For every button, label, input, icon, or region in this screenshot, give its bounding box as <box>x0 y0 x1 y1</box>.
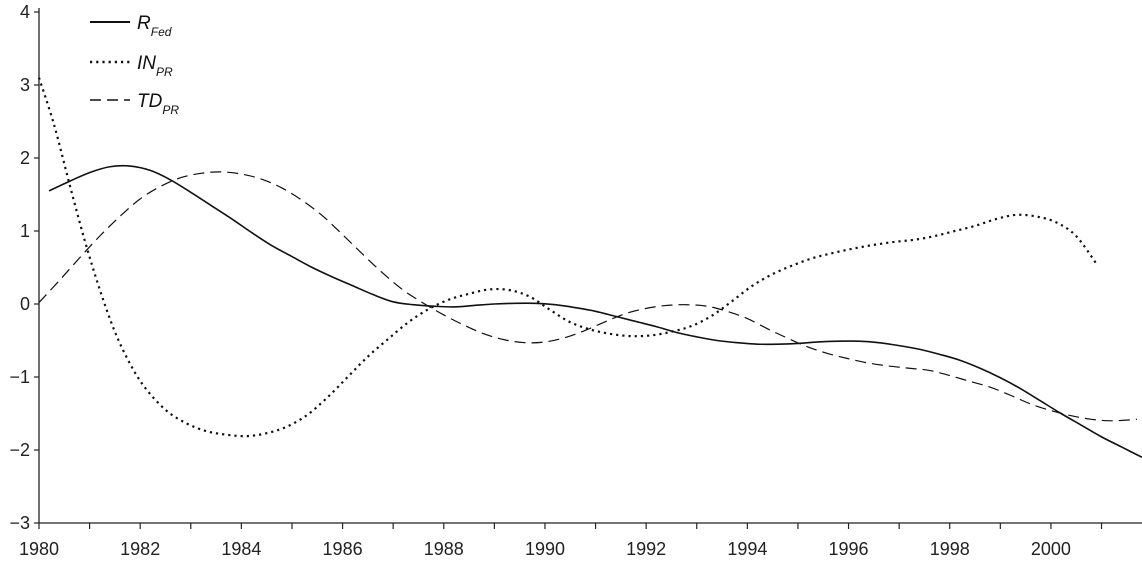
y-tick-label: −3 <box>9 513 30 533</box>
x-tick-label: 1992 <box>626 539 666 559</box>
series-line-in-pr <box>37 77 1098 438</box>
series-line-td-pr <box>38 171 1137 422</box>
legend-label-in-pr: INPR <box>137 53 173 79</box>
x-tick-label: 1982 <box>120 539 160 559</box>
y-tick-label: −2 <box>9 440 30 460</box>
x-tick-label: 1996 <box>829 539 869 559</box>
legend-label-r-fed: RFed <box>137 13 172 39</box>
y-tick-label: −1 <box>9 367 30 387</box>
y-tick-label: 2 <box>20 148 30 168</box>
x-tick-label: 1986 <box>323 539 363 559</box>
legend-label-td-pr: TDPR <box>137 91 179 117</box>
y-tick-label: 0 <box>20 294 30 314</box>
x-tick-label: 1998 <box>930 539 970 559</box>
chart-axes: 4 3 2 1 0 −1 −2 −3 1980 1982 1984 1986 1988 1990 1992 1… <box>9 2 1142 559</box>
x-tick-label: 1990 <box>525 539 565 559</box>
chart-legend: RFed INPR TDPR <box>90 13 179 117</box>
x-tick-label: 2000 <box>1031 539 1071 559</box>
y-tick-label: 1 <box>20 221 30 241</box>
x-tick-label: 1980 <box>19 539 59 559</box>
x-tick-label: 1988 <box>424 539 464 559</box>
y-tick-label: 4 <box>20 2 30 22</box>
x-tick-label: 1984 <box>221 539 261 559</box>
x-tick-label: 1994 <box>727 539 767 559</box>
series-line-r-fed <box>48 164 1142 459</box>
chart-series <box>37 77 1142 459</box>
y-tick-label: 3 <box>20 75 30 95</box>
